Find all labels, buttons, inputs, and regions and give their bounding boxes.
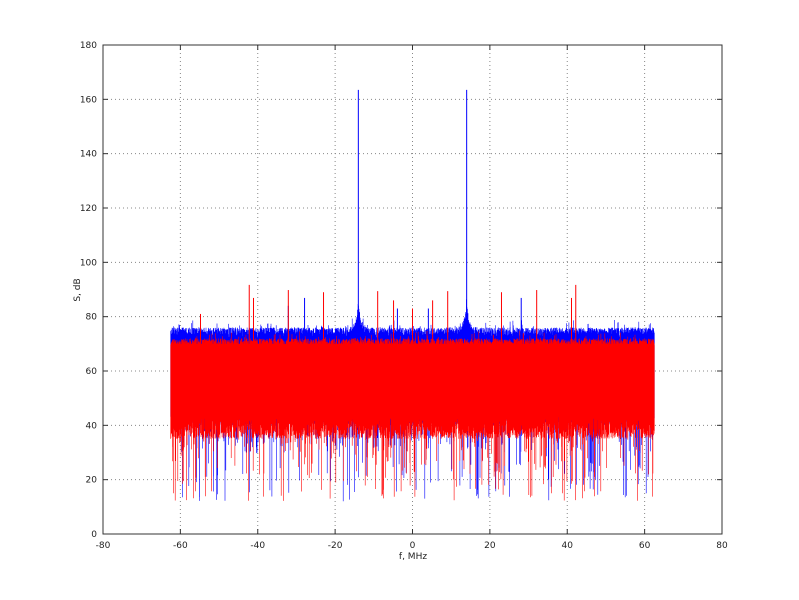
x-tick-label: -60	[173, 541, 188, 551]
y-tick-label: 160	[80, 95, 97, 105]
series-1-floor	[170, 343, 655, 410]
y-tick-label: 0	[91, 530, 97, 540]
y-axis-label: S, dB	[73, 278, 83, 301]
y-tick-label: 60	[86, 367, 98, 377]
x-tick-label: 80	[716, 541, 728, 551]
x-tick-label: 40	[562, 541, 574, 551]
x-axis-label: f, MHz	[399, 552, 427, 562]
x-tick-label: 0	[410, 541, 416, 551]
y-tick-label: 20	[86, 476, 98, 486]
y-tick-label: 100	[80, 258, 97, 268]
ticks: -80 -60 -40 -20 0 20 40 60 80 0 20 40 60 80 100 120 140 1…	[80, 41, 728, 551]
x-tick-label: -40	[250, 541, 265, 551]
x-tick-label: -80	[96, 541, 111, 551]
x-tick-label: 20	[484, 541, 496, 551]
plot-data	[170, 89, 655, 502]
y-tick-label: 80	[86, 313, 98, 323]
y-tick-label: 140	[80, 150, 97, 160]
grid	[103, 45, 722, 534]
y-tick-label: 40	[86, 421, 98, 431]
y-tick-label: 120	[80, 204, 97, 214]
y-tick-label: 180	[80, 41, 97, 51]
x-tick-label: 60	[639, 541, 651, 551]
x-tick-label: -20	[328, 541, 343, 551]
